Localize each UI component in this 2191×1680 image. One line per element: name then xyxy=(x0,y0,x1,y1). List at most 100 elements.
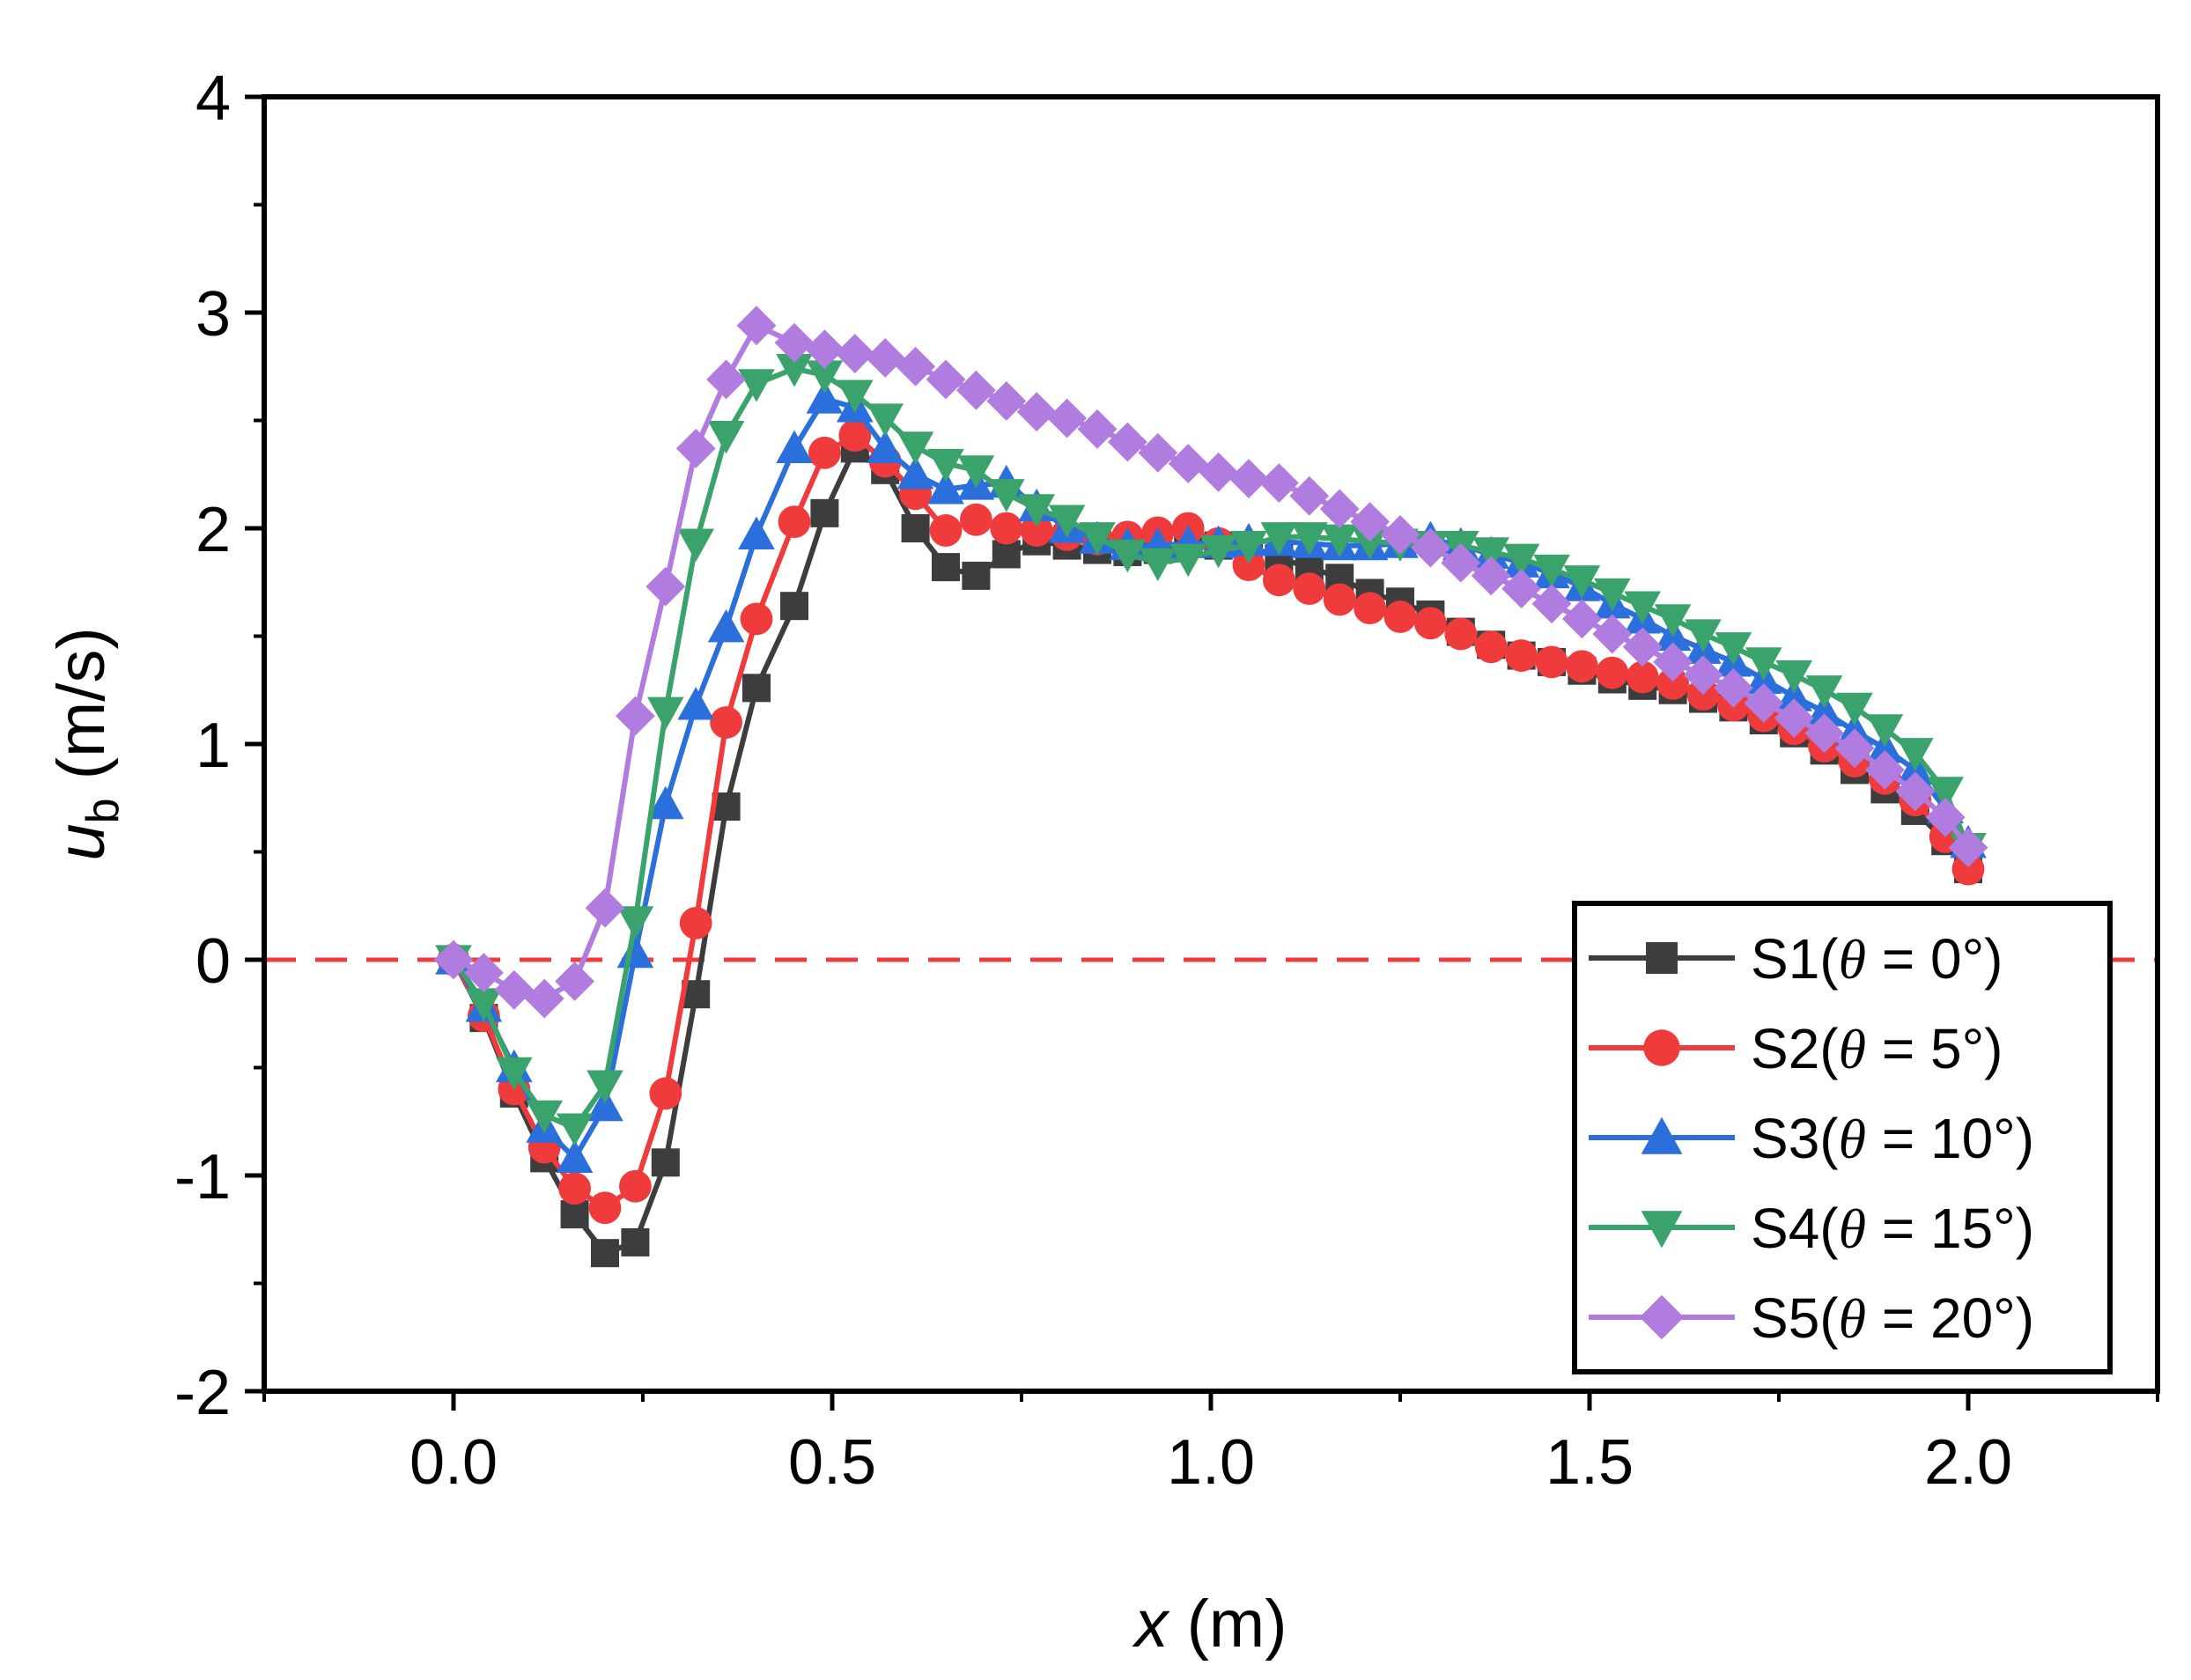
series-4-point xyxy=(616,906,654,939)
legend-label: S3(θ = 10°) xyxy=(1751,1107,2034,1170)
series-4-point xyxy=(586,1070,623,1103)
series-3-point xyxy=(707,608,745,643)
series-2-point xyxy=(1383,601,1417,633)
series-1-point xyxy=(992,540,1021,569)
series-4-point xyxy=(1897,738,1934,771)
series-5-point xyxy=(896,346,935,387)
series-5-point xyxy=(1592,614,1633,654)
series-4-point xyxy=(988,479,1025,512)
y-axis-subscript: b xyxy=(77,798,129,823)
series-5-point xyxy=(956,370,996,410)
series-2-point xyxy=(1444,617,1478,651)
series-5-point xyxy=(865,338,905,378)
series-4-point xyxy=(1654,604,1692,637)
series-4-point xyxy=(1563,565,1601,599)
series-2-point xyxy=(1951,852,1985,886)
series-5-point xyxy=(1471,556,1511,596)
series-3-point xyxy=(1805,693,1843,726)
series-5-point xyxy=(805,329,845,370)
series-2-point xyxy=(1263,564,1295,597)
x-tick-label: 0.5 xyxy=(788,1427,876,1498)
series-4-point xyxy=(1533,554,1570,588)
series-5-point xyxy=(1228,459,1269,499)
legend-label: S5(θ = 20°) xyxy=(1751,1286,2034,1350)
series-3-point xyxy=(776,430,813,463)
series-2-point xyxy=(960,503,992,536)
series-2-point xyxy=(838,419,872,453)
legend-marker xyxy=(1641,1116,1683,1154)
series-4-point xyxy=(496,1057,533,1091)
series-4-point xyxy=(1502,543,1540,578)
y-tick-label: 1 xyxy=(195,711,231,781)
series-4-point xyxy=(1594,578,1631,612)
series-5-point xyxy=(1834,728,1875,769)
series-4-point xyxy=(1260,522,1298,556)
series-4-point xyxy=(1745,647,1782,681)
y-tick-label: 3 xyxy=(195,279,231,350)
series-4-point xyxy=(526,1100,563,1134)
series-5-point xyxy=(585,888,625,928)
series-4-point xyxy=(896,431,934,465)
series-4-point xyxy=(1169,543,1206,578)
series-4-point xyxy=(647,696,684,731)
legend-item: S4(θ = 15°) xyxy=(1589,1197,2034,1260)
series-4-point xyxy=(1109,539,1147,573)
series-2-point xyxy=(1535,645,1568,679)
series-2-point xyxy=(1414,607,1447,640)
series-4-point xyxy=(927,448,964,483)
series-2-point xyxy=(1232,549,1265,582)
series-4-point xyxy=(1685,619,1722,652)
series-5-point xyxy=(1948,828,1988,867)
series-1-point xyxy=(962,561,991,590)
legend-label: S2(θ = 5°) xyxy=(1751,1017,2003,1080)
series-5-point xyxy=(1531,584,1572,624)
legend-marker xyxy=(1641,1211,1683,1249)
series-5-point xyxy=(1562,599,1602,639)
series-5-point xyxy=(1138,432,1178,473)
series-5-point xyxy=(1653,642,1693,682)
series-5-point xyxy=(1683,655,1723,695)
series-4-point xyxy=(738,369,775,402)
series-4-point xyxy=(1079,522,1116,556)
series-3-point xyxy=(806,380,844,414)
series-5-point xyxy=(1411,527,1450,568)
legend-marker xyxy=(1643,1029,1680,1066)
series-1-point xyxy=(810,498,839,527)
series-2-point xyxy=(679,906,712,939)
series-5-point xyxy=(1714,667,1753,708)
series-1-point xyxy=(742,674,771,703)
series-4-point xyxy=(1321,524,1358,558)
series-5-point xyxy=(986,381,1027,421)
series-1-point xyxy=(591,1239,619,1268)
legend-item: S5(θ = 20°) xyxy=(1589,1286,2034,1350)
series-5-point xyxy=(1199,452,1238,492)
legend-item: S3(θ = 10°) xyxy=(1589,1107,2034,1170)
series-5-point xyxy=(1168,444,1208,483)
x-axis-variable: x xyxy=(1131,1587,1170,1662)
series-4-point xyxy=(1048,505,1086,538)
series-5-point xyxy=(1441,542,1481,583)
series-5-point xyxy=(1895,771,1936,812)
series-2-point xyxy=(1323,583,1356,616)
series-5-point xyxy=(675,428,716,468)
series-4-point xyxy=(837,379,874,413)
legend-marker xyxy=(1646,942,1678,974)
series-5-point xyxy=(1774,698,1814,738)
series-2-point xyxy=(1626,660,1659,694)
series-2-point xyxy=(710,706,742,739)
y-tick-label: -2 xyxy=(174,1358,231,1428)
series-3-point xyxy=(927,471,964,505)
series-5-point xyxy=(494,969,535,1010)
series-5-point xyxy=(1622,627,1663,667)
series-4-point xyxy=(1805,675,1843,709)
series-2-point xyxy=(1596,656,1629,689)
series-4-point xyxy=(1927,777,1964,810)
series-2-point xyxy=(929,514,963,547)
series-5-point xyxy=(1744,683,1784,723)
series-5-point xyxy=(1108,422,1147,462)
series-3-point xyxy=(867,430,904,463)
series-2-point xyxy=(1505,639,1538,672)
series-4-point xyxy=(1291,522,1328,556)
series-4-point xyxy=(556,1113,594,1146)
